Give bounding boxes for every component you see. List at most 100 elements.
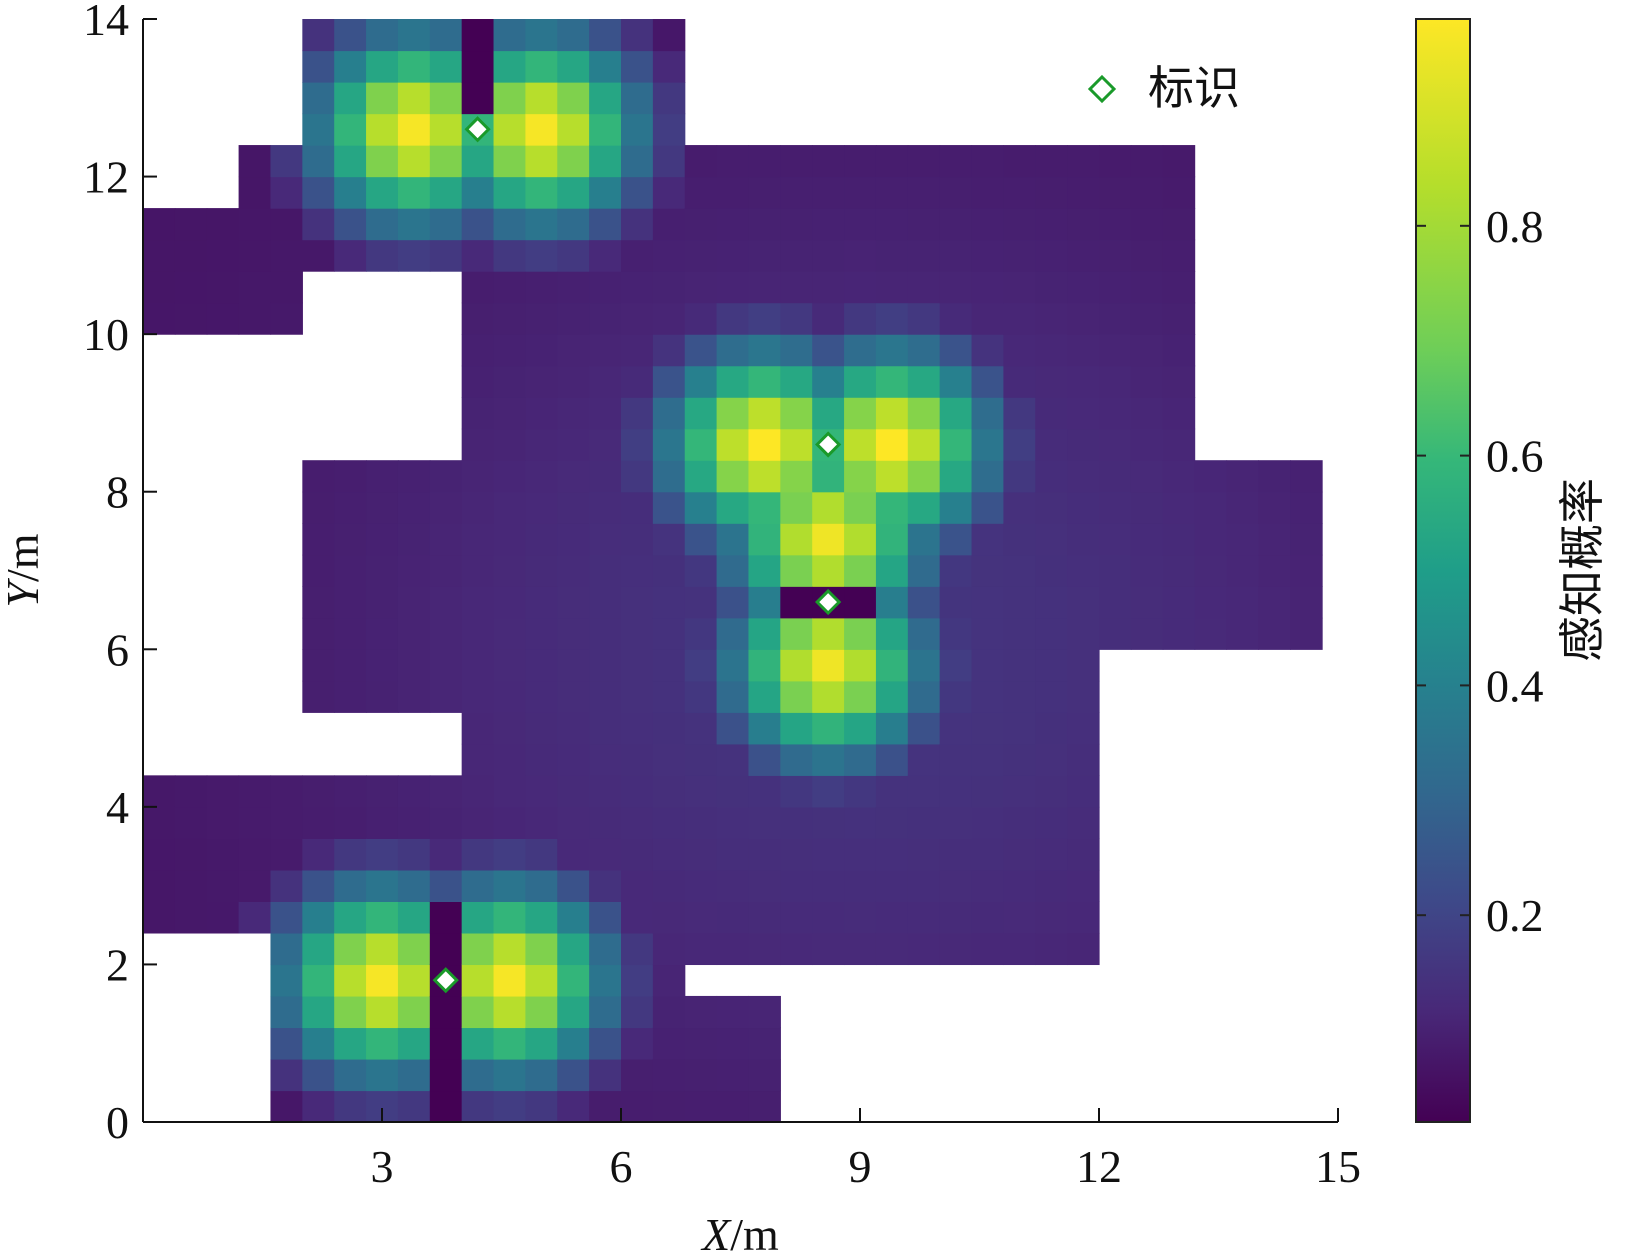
heatmap-cell: [1003, 869, 1036, 902]
heatmap-cell: [875, 491, 909, 524]
heatmap-cell: [397, 1058, 431, 1092]
heatmap-cell: [780, 586, 813, 619]
heatmap-cell: [493, 334, 526, 367]
heatmap-cell: [557, 365, 590, 398]
heatmap-cell: [907, 365, 941, 398]
heatmap-cell: [1067, 302, 1100, 335]
heatmap-cell: [270, 775, 303, 808]
heatmap-cell: [1003, 302, 1036, 335]
heatmap-cell: [397, 964, 431, 997]
heatmap-cell: [525, 806, 558, 839]
heatmap-cell: [589, 838, 622, 871]
heatmap-cell: [461, 491, 495, 524]
heatmap-cell: [907, 460, 941, 493]
heatmap-cell: [302, 460, 335, 493]
heatmap-cell: [589, 271, 622, 304]
heatmap-cell: [143, 302, 176, 335]
heatmap-cell: [302, 964, 335, 997]
heatmap-cell: [875, 775, 909, 808]
heatmap-cell: [525, 1090, 558, 1123]
heatmap-cell: [780, 869, 813, 902]
heatmap-cell: [461, 145, 495, 178]
heatmap-cell: [1130, 586, 1164, 619]
heatmap-cell: [939, 460, 973, 493]
heatmap-cell: [939, 869, 973, 902]
heatmap-cell: [461, 19, 495, 52]
heatmap-cell: [334, 1027, 367, 1060]
heatmap-cell: [366, 586, 399, 619]
heatmap-cell: [366, 964, 399, 997]
heatmap-cell: [1035, 176, 1068, 209]
heatmap-cell: [621, 239, 654, 272]
heatmap-cell: [493, 365, 526, 398]
heatmap-cell: [621, 145, 654, 178]
heatmap-cell: [939, 712, 973, 745]
heatmap-cell: [206, 271, 240, 304]
heatmap-cell: [397, 50, 431, 83]
heatmap-cell: [461, 365, 495, 398]
heatmap-cell: [1003, 239, 1036, 272]
heatmap-cell: [174, 838, 208, 871]
heatmap-cell: [302, 491, 335, 524]
heatmap-cell: [461, 775, 495, 808]
heatmap-cell: [939, 523, 973, 556]
heatmap-cell: [493, 838, 526, 871]
heatmap-cell: [461, 397, 495, 430]
heatmap-cell: [366, 50, 399, 83]
heatmap-cell: [1099, 176, 1132, 209]
heatmap-cell: [557, 176, 590, 209]
heatmap-cell: [461, 680, 495, 713]
heatmap-cell: [174, 271, 208, 304]
heatmap-cell: [844, 302, 877, 335]
heatmap-cell: [397, 1027, 431, 1060]
heatmap-cell: [429, 82, 463, 115]
heatmap-cell: [907, 680, 941, 713]
heatmap-cell: [844, 176, 877, 209]
heatmap-cell: [748, 617, 781, 650]
heatmap-cell: [621, 806, 654, 839]
heatmap-cell: [461, 617, 495, 650]
heatmap-cell: [1099, 397, 1132, 430]
beacon-markers: [432, 116, 842, 994]
heatmap-cell: [812, 460, 845, 493]
heatmap-cell: [397, 554, 431, 587]
heatmap-cell: [748, 838, 781, 871]
heatmap-cell: [557, 1027, 590, 1060]
heatmap-cell: [1003, 208, 1036, 241]
heatmap-cell: [1003, 271, 1036, 304]
heatmap-cell: [461, 428, 495, 461]
heatmap-cell: [270, 964, 303, 997]
heatmap-cell: [684, 712, 718, 745]
heatmap-cell: [716, 680, 750, 713]
heatmap-cell: [748, 460, 781, 493]
x-tick-label: 15: [1315, 1141, 1361, 1192]
heatmap-cell: [1067, 145, 1100, 178]
heatmap-cell: [939, 397, 973, 430]
heatmap-cell: [589, 1090, 622, 1123]
heatmap-cell: [1003, 334, 1036, 367]
heatmap-cell: [270, 1027, 303, 1060]
heatmap-cell: [684, 901, 718, 934]
heatmap-cell: [971, 271, 1004, 304]
heatmap-cell: [748, 334, 781, 367]
heatmap-cell: [652, 460, 686, 493]
heatmap-cell: [302, 838, 335, 871]
heatmap-cell: [557, 208, 590, 241]
heatmap-cell: [1258, 460, 1291, 493]
heatmap-cell: [652, 680, 686, 713]
heatmap-cell: [844, 712, 877, 745]
heatmap-cell: [1162, 397, 1196, 430]
heatmap-cell: [621, 334, 654, 367]
heatmap-cell: [270, 901, 303, 934]
heatmap-cell: [334, 113, 367, 146]
heatmap-cell: [652, 523, 686, 556]
heatmap-cell: [875, 271, 909, 304]
heatmap-cell: [429, 460, 463, 493]
heatmap-cell: [971, 523, 1004, 556]
heatmap-cell: [684, 586, 718, 619]
heatmap-cell: [334, 869, 367, 902]
heatmap-cell: [684, 491, 718, 524]
heatmap-cell: [270, 208, 303, 241]
heatmap-cell: [429, 554, 463, 587]
heatmap-cell: [684, 649, 718, 682]
